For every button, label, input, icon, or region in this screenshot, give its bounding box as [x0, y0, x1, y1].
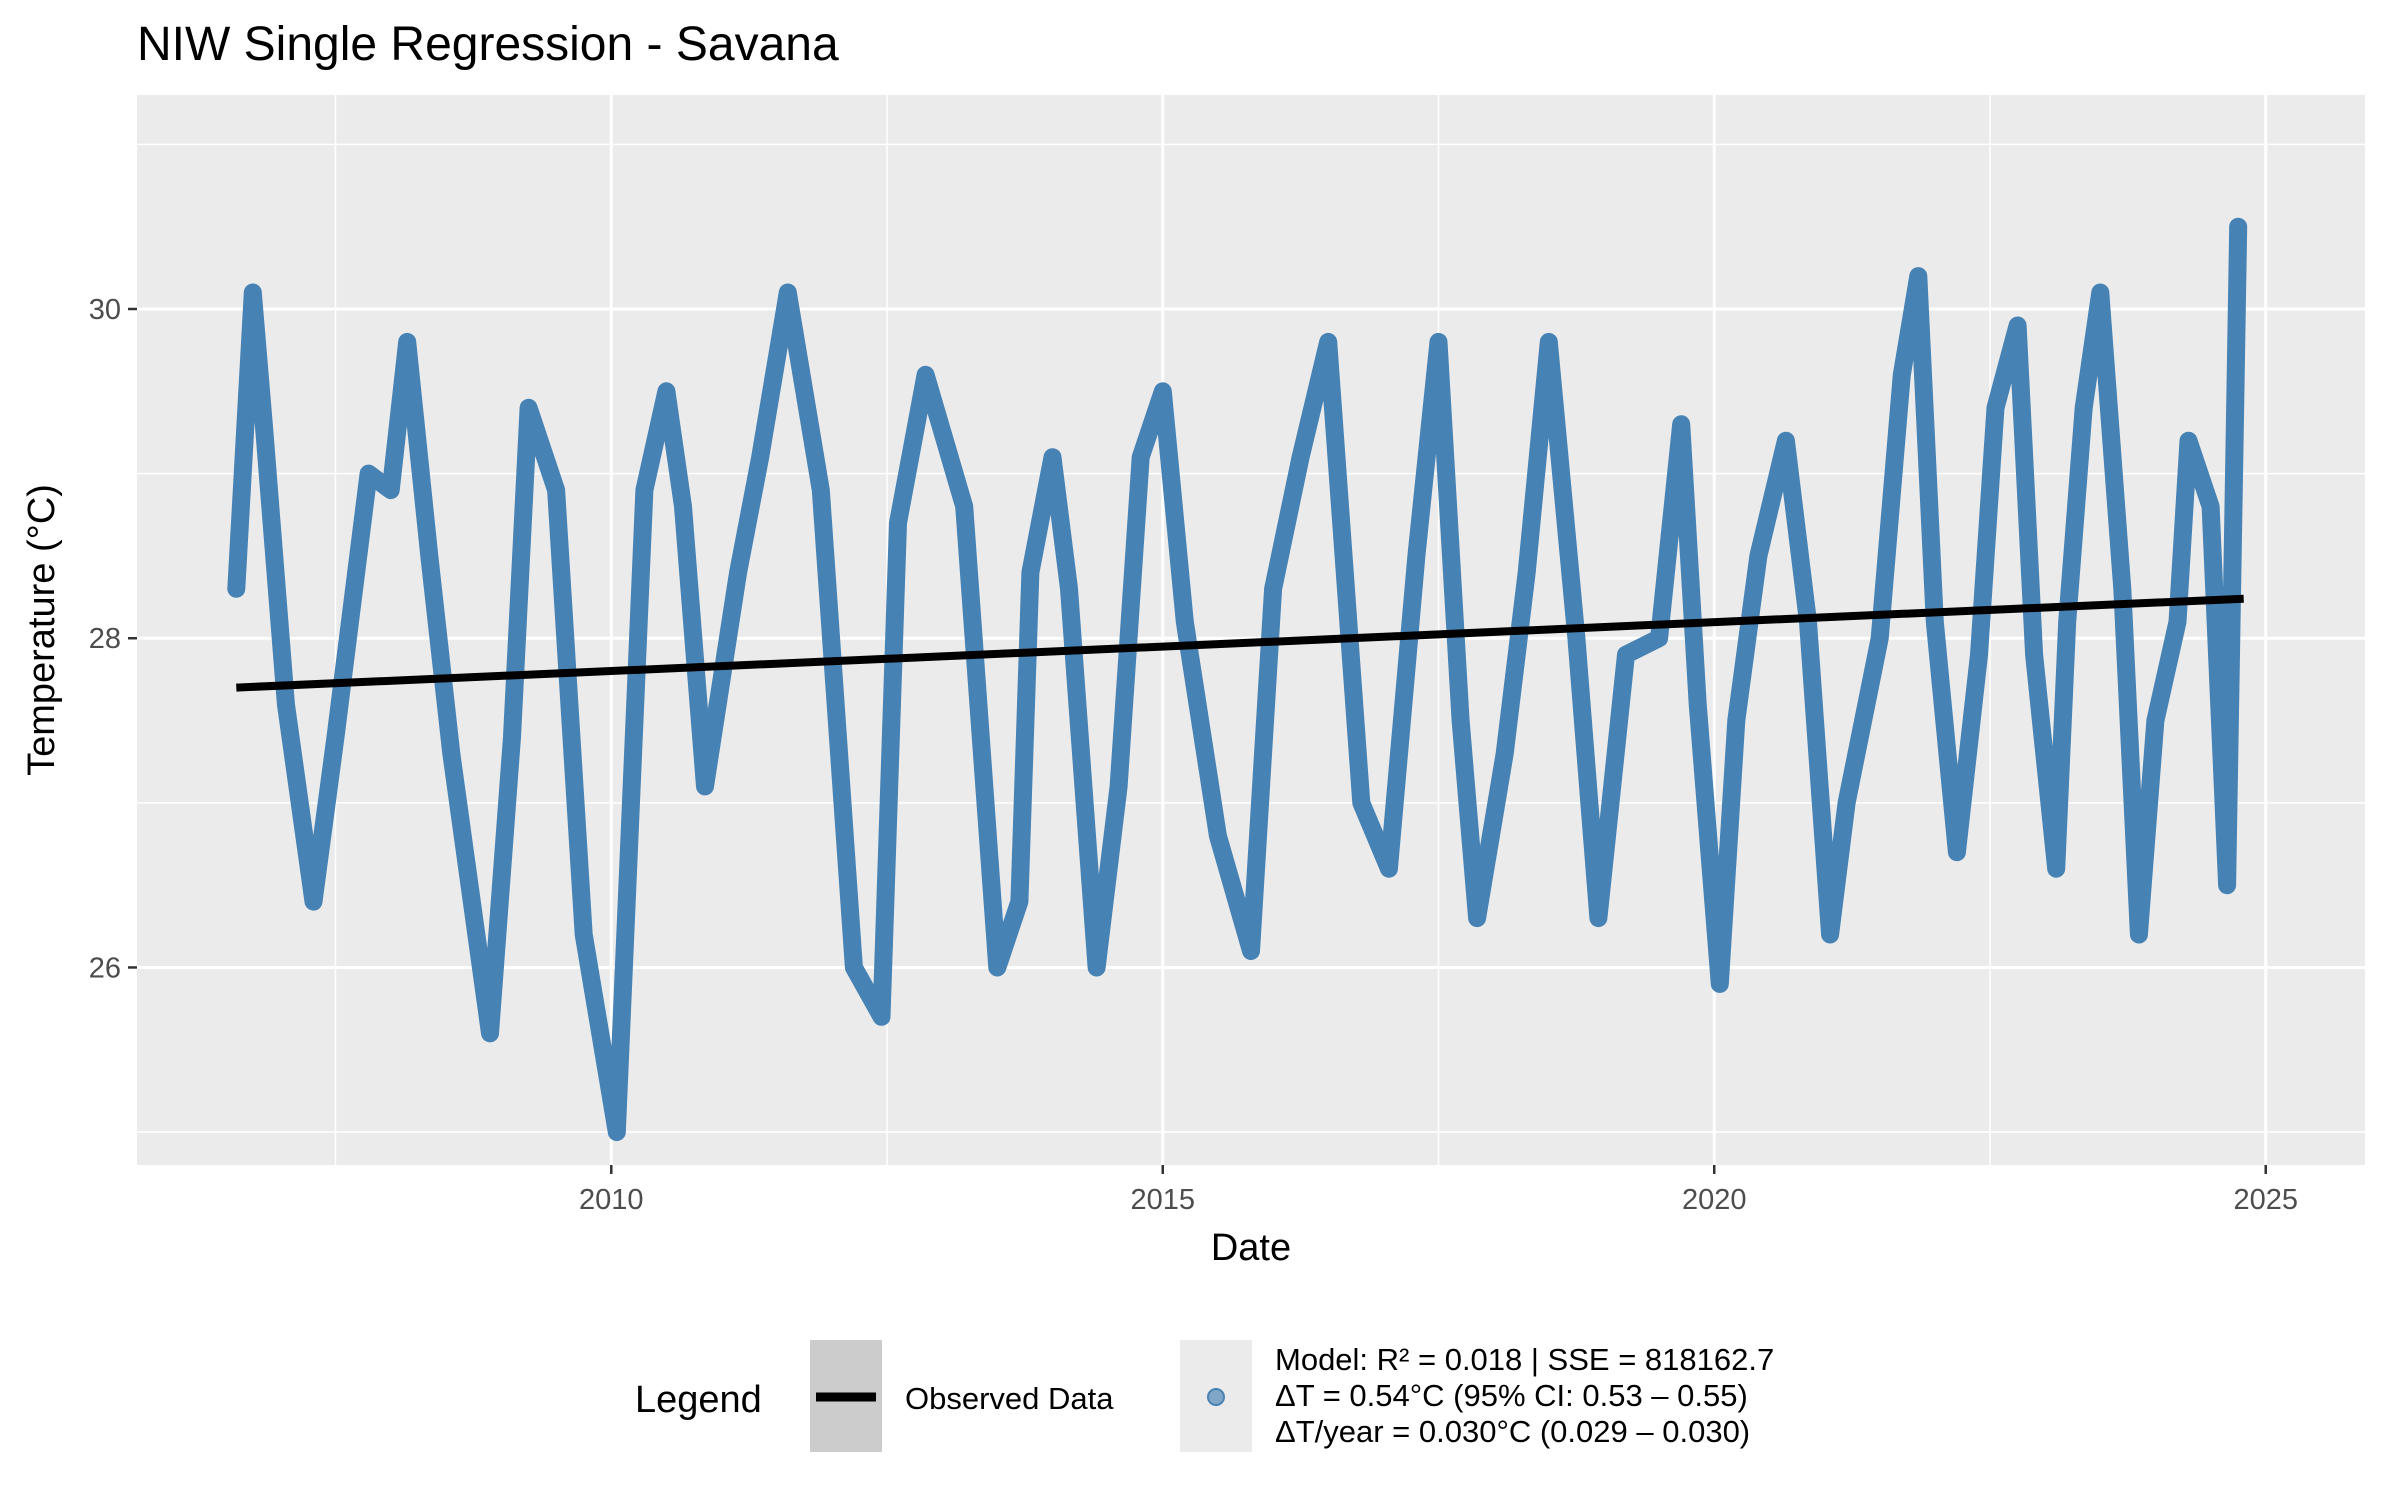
y-tick-label: 26 — [89, 952, 121, 984]
y-axis-title: Temperature (°C) — [21, 484, 63, 776]
x-tick-label: 2025 — [2233, 1184, 2298, 1216]
y-tick-label: 28 — [89, 623, 121, 655]
legend-model-line: ΔT = 0.54°C (95% CI: 0.53 – 0.55) — [1275, 1378, 1748, 1413]
legend-key-point — [1207, 1388, 1225, 1406]
plot-panel — [137, 95, 2365, 1165]
y-axis-ticks: 26 28 30 — [89, 294, 137, 984]
x-tick-label: 2015 — [1131, 1184, 1196, 1216]
series-layer — [227, 217, 2248, 1142]
legend-title: Legend — [635, 1379, 762, 1421]
observed-temperature-series — [227, 217, 2248, 1142]
legend-label-model: Model: R² = 0.018 | SSE = 818162.7 ΔT = 0… — [1275, 1342, 1774, 1449]
x-tick-label: 2020 — [1682, 1184, 1747, 1216]
regression-trend-line — [236, 594, 2244, 692]
legend-model-line: Model: R² = 0.018 | SSE = 818162.7 — [1275, 1342, 1774, 1377]
y-tick-label: 30 — [89, 294, 121, 326]
legend-label-observed: Observed Data — [905, 1381, 1114, 1416]
x-axis-ticks: 2010 2015 2020 2025 — [579, 1165, 2298, 1216]
legend: Legend Observed Data Model: R² = 0.018 |… — [635, 1340, 1774, 1452]
x-axis-title: Date — [1211, 1227, 1291, 1269]
chart-title: NIW Single Regression - Savana — [137, 18, 839, 71]
x-tick-label: 2010 — [579, 1184, 644, 1216]
legend-model-line: ΔT/year = 0.030°C (0.029 – 0.030) — [1275, 1414, 1750, 1449]
